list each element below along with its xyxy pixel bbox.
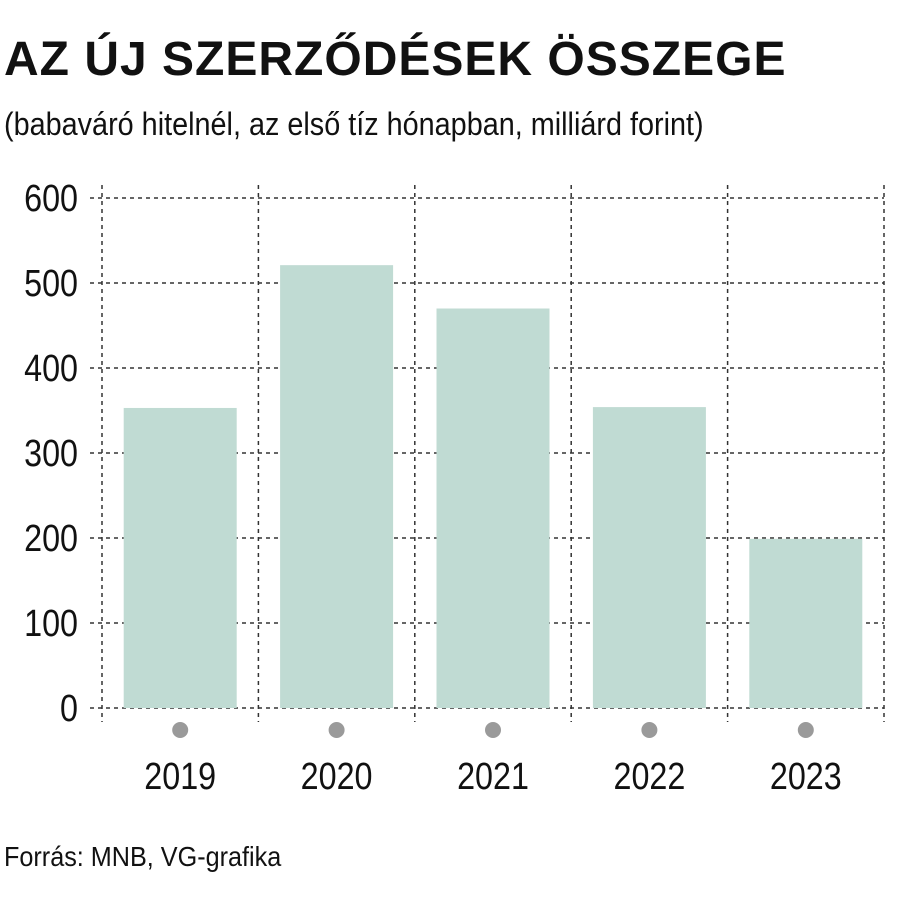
category-dot: [328, 722, 345, 738]
y-tick-label: 600: [24, 178, 78, 220]
y-tick-label: 0: [60, 688, 78, 730]
bar-2023: [749, 538, 863, 708]
x-tick-label: 2020: [301, 756, 373, 798]
y-tick-label: 300: [24, 433, 78, 475]
bar-chart: 0 100 200 300 400 500 600 2019 2020 2021 2022 2023: [24, 178, 885, 798]
category-dot: [485, 722, 501, 738]
bar-2020: [280, 265, 394, 708]
x-tick-label: 2022: [613, 756, 685, 798]
y-tick-label: 500: [24, 263, 78, 305]
category-dot: [641, 722, 658, 738]
x-tick-label: 2023: [770, 756, 842, 798]
chart-subtitle: (babaváró hitelnél, az első tíz hónapban…: [4, 106, 704, 142]
x-tick-label: 2021: [457, 756, 529, 798]
chart-title: AZ ÚJ SZERZŐDÉSEK ÖSSZEGE: [4, 33, 787, 86]
bar-2021: [436, 308, 550, 708]
bar-2022: [592, 407, 706, 708]
bar-2019: [123, 407, 237, 708]
category-dot: [797, 722, 814, 738]
category-dot: [172, 722, 189, 738]
x-tick-label: 2019: [144, 756, 216, 798]
y-tick-label: 400: [24, 348, 78, 390]
source-note: Forrás: MNB, VG-grafika: [4, 841, 282, 872]
y-tick-label: 200: [24, 518, 78, 560]
y-tick-label: 100: [24, 603, 78, 645]
